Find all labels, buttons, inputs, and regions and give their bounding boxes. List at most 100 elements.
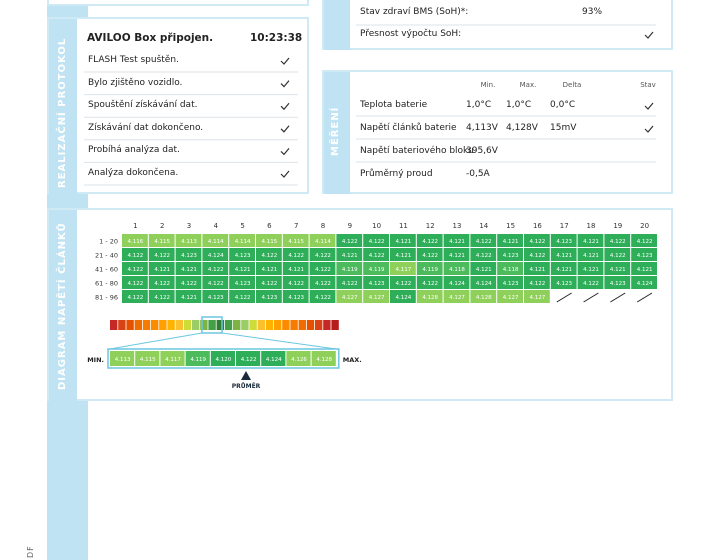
color-bar-segment [323,320,331,330]
cell [631,248,657,261]
cell [524,234,550,247]
cell-value: 4.123 [556,281,572,287]
scale-min-label: MIN. [87,356,104,364]
cell-value: 4.115 [288,239,304,245]
cell-value: 4.118 [503,267,519,273]
cell [336,248,363,261]
cell [443,234,470,247]
cell [416,276,443,289]
cell [390,248,416,261]
cell-value: 4.123 [503,253,519,259]
column-header: Delta [562,81,582,89]
color-bar-segment [290,320,298,330]
cell-value: 4.122 [128,295,144,301]
cell [229,262,255,275]
color-bar-segment [241,320,249,330]
cell [309,234,336,247]
cell-value: 4.124 [476,281,492,287]
cell-value: 4.122 [154,281,170,287]
cell-value: 4.121 [610,267,626,273]
cell-value: 4.122 [288,253,304,259]
cell-value: 4.123 [181,253,197,259]
cell-value: 4.124 [396,295,412,301]
column-header: Stav [640,81,656,89]
cell-value: 4.123 [503,281,519,287]
cell-value: 4.127 [369,295,385,301]
cell [577,262,604,275]
protocol-step: Bylo zjištěno vozidlo. [88,77,183,88]
check-icon [644,31,654,39]
cell-value: 4.127 [449,295,465,301]
row-label: 1 - 20 [99,238,118,246]
cell [256,234,282,247]
cell-value: 4.121 [583,267,599,273]
cell-value: 4.122 [128,253,144,259]
cell [309,276,336,289]
color-bar-segment [306,320,315,330]
empty-cell-slash [636,292,653,303]
cell-value: 4.122 [128,267,144,273]
cell-value: 4.123 [637,253,653,259]
cell-value: 4.124 [637,281,653,287]
empty-cell-slash [610,292,626,303]
column-number: 1 [133,222,137,230]
color-bar-segment [249,320,257,330]
footer-text: DF [26,545,35,558]
column-number: 17 [560,222,569,230]
cell [443,262,470,275]
color-bar-segment [134,320,142,330]
cell-value: 4.121 [556,253,572,259]
cell [229,276,255,289]
cell-value: 4.128 [422,295,438,301]
cell-value: 4.121 [530,267,546,273]
cell-value: 4.122 [342,281,358,287]
column-number: 6 [267,222,272,230]
average-marker [241,371,251,380]
cell [282,262,309,275]
color-bar-segment [167,320,175,330]
scale-zoom-lines [109,332,337,350]
measurement-label: Napětí článků baterie [360,123,457,133]
protocol-time: 10:23:38 [250,32,303,44]
cell-value: 4.122 [235,295,251,301]
scale-value: 4.119 [190,357,206,363]
protocol-header: AVILOO Box připojen. [87,32,214,44]
cell [416,234,443,247]
cell [336,276,363,289]
measurement-value: 1,0°C [506,100,532,110]
cell-value: 4.122 [288,281,304,287]
column-number: 4 [214,222,219,230]
column-header: Max. [519,81,537,89]
cell [256,276,282,289]
cell-value: 4.115 [154,239,170,245]
measurement-value: 4,113V [466,123,498,133]
cell [336,234,363,247]
measurement-label: Napětí bateriového bloku [360,146,474,156]
cell-value: 4.122 [530,281,546,287]
check-icon [280,170,290,178]
cell [390,276,416,289]
cell-value: 4.115 [262,239,278,245]
cell-value: 4.121 [449,239,465,245]
cell [122,290,148,303]
cell-value: 4.122 [262,253,278,259]
cell-value: 4.121 [556,267,572,273]
measurement-value: 4,128V [506,123,538,133]
cell [282,276,309,289]
color-bar-segment [175,320,183,330]
cell-value: 4.121 [154,267,170,273]
cell [148,276,175,289]
cell [148,262,175,275]
check-icon [644,125,654,133]
soh-value: 93% [582,7,603,17]
cell-value: 4.117 [396,267,412,273]
cell [229,234,255,247]
cell [470,262,497,275]
cell-value: 4.122 [476,253,492,259]
color-bar-segment [118,320,126,330]
protocol-step: Analýza dokončena. [88,168,179,178]
column-number: 5 [240,222,244,230]
cell-value: 4.124 [449,281,465,287]
